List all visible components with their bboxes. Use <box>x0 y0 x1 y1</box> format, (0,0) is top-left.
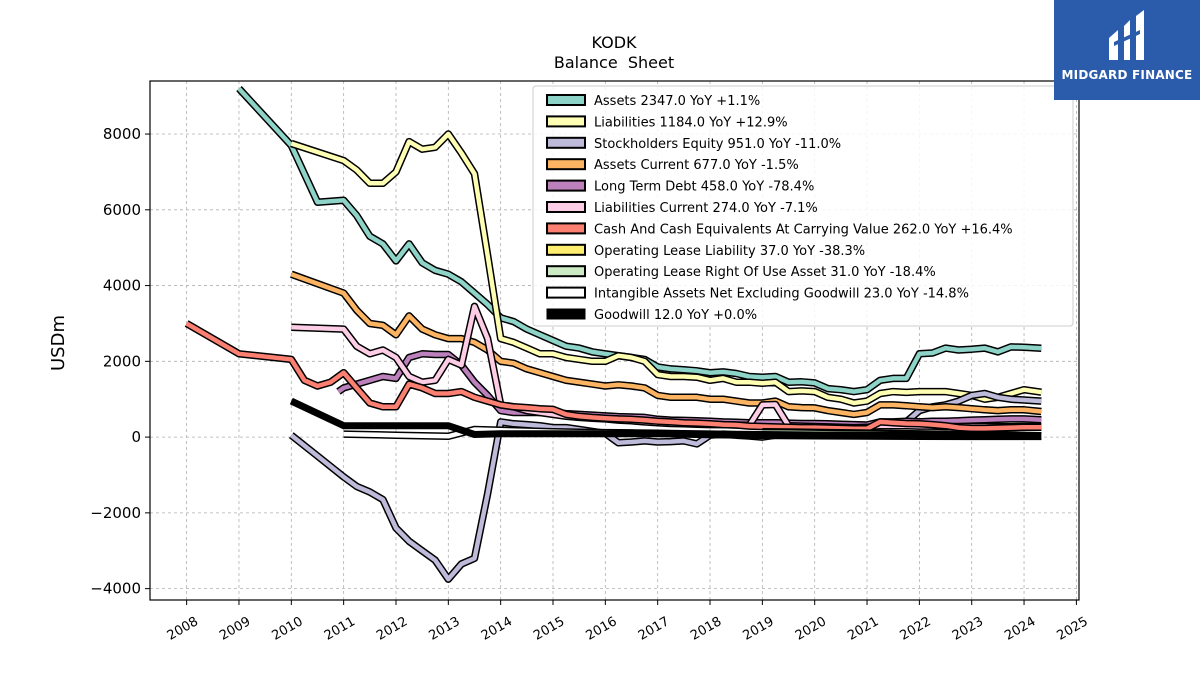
chart-title: KODK <box>591 33 637 52</box>
legend-swatch-operating-lease-right-of-use-asset <box>547 266 585 276</box>
legend-swatch-assets <box>547 95 585 105</box>
legend-label-cash-and-cash-equivalents-at-carrying-value: Cash And Cash Equivalents At Carrying Va… <box>594 222 1013 237</box>
balance-sheet-chart: KODK Balance Sheet USDm 2008 2009 2010 2011… <box>0 0 1200 675</box>
y-tick-label: 6000 <box>103 201 141 219</box>
legend-label-liabilities: Liabilities 1184.0 YoY +12.9% <box>594 115 788 130</box>
legend-label-assets: Assets 2347.0 YoY +1.1% <box>594 94 760 109</box>
legend-swatch-stockholders-equity <box>547 138 585 148</box>
legend: Assets 2347.0 YoY +1.1% Liabilities 1184.… <box>533 86 1073 326</box>
legend-swatch-goodwill <box>547 309 585 319</box>
y-tick-label: −4000 <box>90 580 141 598</box>
legend-label-stockholders-equity: Stockholders Equity 951.0 YoY -11.0% <box>594 137 841 152</box>
brand-name: MIDGARD FINANCE <box>1054 68 1200 82</box>
y-axis-label: USDm <box>48 315 69 371</box>
legend-label-intangible-assets-net-excluding-goodwill: Intangible Assets Net Excluding Goodwill… <box>594 287 969 302</box>
legend-swatch-cash-and-cash-equivalents-at-carrying-value <box>547 223 585 233</box>
y-tick-label: 0 <box>131 428 141 446</box>
y-tick-label: 8000 <box>103 125 141 143</box>
chart-subtitle: Balance Sheet <box>554 53 674 72</box>
legend-label-operating-lease-liability: Operating Lease Liability 37.0 YoY -38.3… <box>594 244 865 259</box>
y-tick-label: 4000 <box>103 277 141 295</box>
legend-label-goodwill: Goodwill 12.0 YoY +0.0% <box>594 308 757 323</box>
legend-label-operating-lease-right-of-use-asset: Operating Lease Right Of Use Asset 31.0 … <box>594 265 936 280</box>
legend-swatch-liabilities-current <box>547 202 585 212</box>
legend-swatch-assets-current <box>547 159 585 169</box>
legend-swatch-intangible-assets-net-excluding-goodwill <box>547 288 585 298</box>
legend-swatch-liabilities <box>547 116 585 126</box>
midgard-logo-icon <box>1054 2 1200 68</box>
legend-label-long-term-debt: Long Term Debt 458.0 YoY -78.4% <box>594 180 814 195</box>
legend-swatch-long-term-debt <box>547 181 585 191</box>
legend-label-assets-current: Assets Current 677.0 YoY -1.5% <box>594 158 799 173</box>
legend-swatch-operating-lease-liability <box>547 245 585 255</box>
brand-logo: MIDGARD FINANCE <box>1054 0 1200 100</box>
legend-label-liabilities-current: Liabilities Current 274.0 YoY -7.1% <box>594 201 818 216</box>
y-tick-label: −2000 <box>90 504 141 522</box>
y-tick-label: 2000 <box>103 352 141 370</box>
